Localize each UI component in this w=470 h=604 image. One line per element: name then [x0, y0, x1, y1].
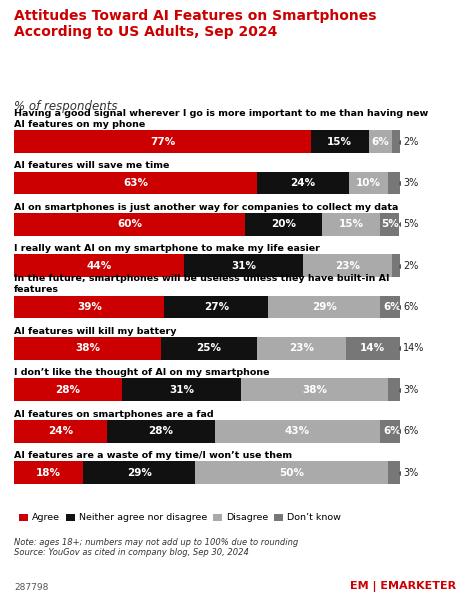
- Bar: [107, 420, 214, 443]
- Bar: [195, 461, 388, 484]
- Bar: [245, 213, 322, 236]
- Text: 14%: 14%: [360, 344, 385, 353]
- Text: AI on smartphones is just another way for companies to collect my data: AI on smartphones is just another way fo…: [14, 203, 399, 212]
- Text: In the future, smartphones will be useless unless they have built-in AI
features: In the future, smartphones will be usele…: [14, 274, 390, 295]
- Text: 60%: 60%: [117, 219, 142, 230]
- Bar: [161, 337, 257, 360]
- Bar: [14, 172, 257, 194]
- Text: 29%: 29%: [312, 302, 337, 312]
- Bar: [14, 420, 107, 443]
- Text: AI features will save me time: AI features will save me time: [14, 161, 170, 170]
- Text: 6%: 6%: [403, 426, 419, 436]
- Bar: [268, 296, 380, 318]
- Text: 18%: 18%: [36, 467, 61, 478]
- Bar: [392, 254, 399, 277]
- Text: 10%: 10%: [356, 178, 381, 188]
- Text: 31%: 31%: [169, 385, 194, 395]
- Text: AI features will kill my battery: AI features will kill my battery: [14, 327, 177, 336]
- Text: 23%: 23%: [335, 261, 360, 271]
- Text: 63%: 63%: [123, 178, 148, 188]
- Bar: [388, 172, 400, 194]
- Text: 3%: 3%: [403, 178, 419, 188]
- Bar: [322, 213, 380, 236]
- Bar: [380, 296, 403, 318]
- Text: 24%: 24%: [290, 178, 316, 188]
- Text: 38%: 38%: [75, 344, 100, 353]
- Text: % of respondents: % of respondents: [14, 100, 118, 113]
- Text: 31%: 31%: [231, 261, 256, 271]
- Text: 28%: 28%: [148, 426, 173, 436]
- Text: 5%: 5%: [381, 219, 399, 230]
- Text: AI features on smartphones are a fad: AI features on smartphones are a fad: [14, 410, 214, 419]
- Text: 50%: 50%: [279, 467, 304, 478]
- Text: EM | EMARKETER: EM | EMARKETER: [350, 581, 456, 592]
- Legend: Agree, Neither agree nor disagree, Disagree, Don’t know: Agree, Neither agree nor disagree, Disag…: [19, 513, 341, 522]
- Bar: [345, 337, 400, 360]
- Text: 15%: 15%: [327, 137, 352, 147]
- Bar: [368, 130, 392, 153]
- Bar: [84, 461, 195, 484]
- Text: AI features are a waste of my time/I won’t use them: AI features are a waste of my time/I won…: [14, 451, 292, 460]
- Text: 6%: 6%: [403, 302, 419, 312]
- Bar: [242, 379, 388, 401]
- Text: 44%: 44%: [86, 261, 111, 271]
- Bar: [257, 337, 345, 360]
- Bar: [14, 130, 311, 153]
- Bar: [380, 213, 400, 236]
- Bar: [164, 296, 268, 318]
- Text: 15%: 15%: [339, 219, 364, 230]
- Text: 14%: 14%: [403, 344, 425, 353]
- Bar: [380, 420, 403, 443]
- Text: 6%: 6%: [383, 426, 400, 436]
- Text: I don’t like the thought of AI on my smartphone: I don’t like the thought of AI on my sma…: [14, 368, 270, 377]
- Bar: [14, 296, 164, 318]
- Bar: [303, 254, 392, 277]
- Bar: [14, 379, 122, 401]
- Text: 29%: 29%: [127, 467, 152, 478]
- Text: 24%: 24%: [48, 426, 73, 436]
- Text: 43%: 43%: [285, 426, 310, 436]
- Text: 20%: 20%: [271, 219, 297, 230]
- Text: 39%: 39%: [77, 302, 102, 312]
- Text: 38%: 38%: [302, 385, 327, 395]
- Bar: [122, 379, 242, 401]
- Bar: [14, 337, 161, 360]
- Bar: [14, 254, 184, 277]
- Bar: [388, 461, 400, 484]
- Text: 2%: 2%: [403, 137, 419, 147]
- Text: 2%: 2%: [403, 261, 419, 271]
- Text: Note: ages 18+; numbers may not add up to 100% due to rounding
Source: YouGov as: Note: ages 18+; numbers may not add up t…: [14, 538, 298, 557]
- Bar: [388, 379, 400, 401]
- Text: 6%: 6%: [383, 302, 400, 312]
- Text: 3%: 3%: [403, 385, 419, 395]
- Text: 28%: 28%: [55, 385, 80, 395]
- Text: 77%: 77%: [150, 137, 175, 147]
- Bar: [184, 254, 303, 277]
- Bar: [349, 172, 388, 194]
- Bar: [14, 461, 84, 484]
- Text: 287798: 287798: [14, 583, 48, 592]
- Text: 3%: 3%: [403, 467, 419, 478]
- Text: 6%: 6%: [371, 137, 389, 147]
- Bar: [311, 130, 368, 153]
- Text: 27%: 27%: [204, 302, 229, 312]
- Text: 25%: 25%: [196, 344, 221, 353]
- Text: 23%: 23%: [289, 344, 313, 353]
- Text: Attitudes Toward AI Features on Smartphones
According to US Adults, Sep 2024: Attitudes Toward AI Features on Smartpho…: [14, 9, 376, 39]
- Text: I really want AI on my smartphone to make my life easier: I really want AI on my smartphone to mak…: [14, 244, 320, 253]
- Bar: [257, 172, 349, 194]
- Bar: [214, 420, 380, 443]
- Text: 5%: 5%: [403, 219, 419, 230]
- Text: Having a good signal wherever I go is more important to me than having new
AI fe: Having a good signal wherever I go is mo…: [14, 109, 428, 129]
- Bar: [14, 213, 245, 236]
- Bar: [392, 130, 399, 153]
